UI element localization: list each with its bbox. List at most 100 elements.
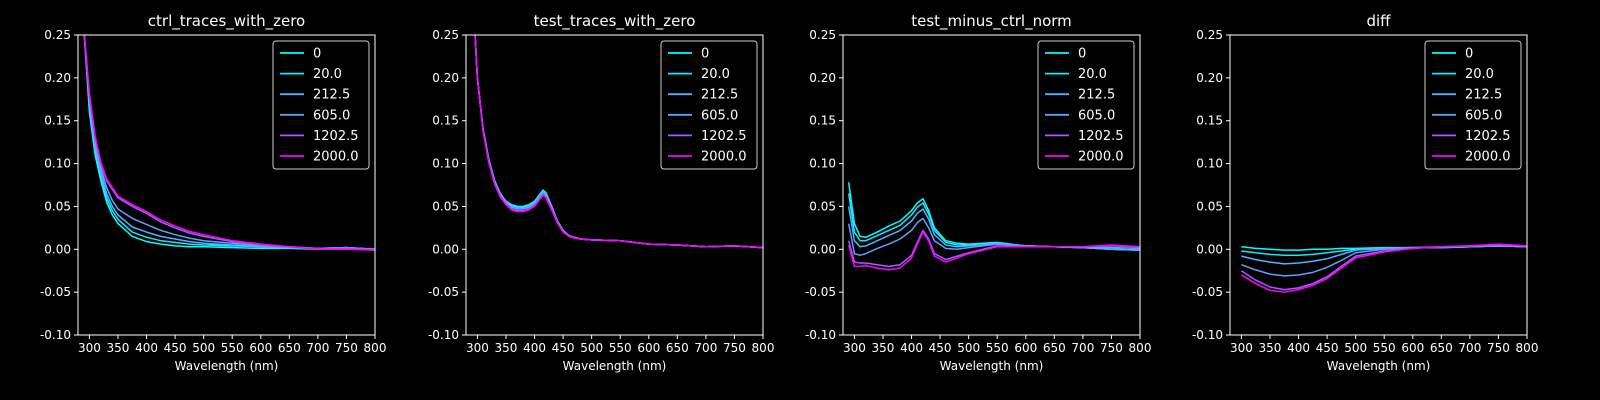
x-tick-label: 600 (249, 341, 272, 355)
chart-title: ctrl_traces_with_zero (148, 12, 305, 31)
legend-entry: 20.0 (701, 67, 730, 82)
y-tick-label: -0.10 (1192, 328, 1223, 342)
chart-title: test_traces_with_zero (534, 12, 696, 31)
x-tick-label: 700 (694, 341, 717, 355)
series-line-2000-0 (847, 231, 1140, 271)
x-tick-label: 650 (666, 341, 689, 355)
legend-entry: 0 (313, 47, 321, 62)
legend-entry: 2000.0 (1078, 150, 1124, 165)
legend-entry: 2000.0 (313, 150, 359, 165)
x-tick-label: 750 (723, 341, 746, 355)
y-tick-label: 0.05 (1196, 199, 1223, 213)
legend-entry: 1202.5 (1078, 129, 1124, 144)
series-line-2000-0 (1241, 243, 1527, 293)
y-tick-label: -0.05 (805, 285, 836, 299)
series-group (1240, 243, 1527, 293)
legend-entry: 605.0 (701, 108, 738, 123)
y-tick-label: 0.20 (44, 71, 71, 85)
x-tick-label: 500 (1344, 341, 1367, 355)
x-tick-label: 450 (929, 341, 952, 355)
y-tick-label: 0.00 (809, 242, 836, 256)
chart-panel-3: test_minus_ctrl_norm 300 350 400 450 500 550 60… (805, 12, 1152, 373)
y-tick-label: 0.25 (809, 28, 836, 42)
y-tick-label: 0.15 (1196, 114, 1223, 128)
legend-entry: 20.0 (1078, 67, 1107, 82)
chart-panel-2: test_traces_with_zero 300 350 400 450 500 550 6… (428, 12, 775, 373)
x-tick-label: 550 (221, 341, 244, 355)
x-tick-label: 350 (107, 341, 130, 355)
y-tick-label: 0.20 (809, 71, 836, 85)
y-tick-label: 0.05 (44, 199, 71, 213)
x-tick-label: 450 (164, 341, 187, 355)
x-tick-label: 300 (78, 341, 101, 355)
x-tick-label: 550 (609, 341, 632, 355)
legend: 0 20.0 212.5 605.0 1202.5 2000.0 (1037, 40, 1135, 170)
legend-entry: 212.5 (701, 88, 738, 103)
legend-entry: 212.5 (1078, 88, 1115, 103)
x-tick-label: 650 (1043, 341, 1066, 355)
legend-entry: 1202.5 (313, 129, 359, 144)
legend-entry: 1202.5 (701, 129, 747, 144)
x-tick-label: 400 (523, 341, 546, 355)
y-tick-label: 0.10 (432, 157, 459, 171)
y-tick-label: -0.10 (40, 328, 71, 342)
y-tick-label: -0.05 (428, 285, 459, 299)
y-tick-label: 0.20 (432, 71, 459, 85)
y-tick-label: 0.25 (44, 28, 71, 42)
series-group (847, 182, 1140, 271)
series-group (83, 35, 375, 251)
legend-entry: 20.0 (1465, 67, 1494, 82)
x-tick-label: 750 (1487, 341, 1510, 355)
x-tick-label: 350 (495, 341, 518, 355)
y-tick-label: 0.05 (432, 199, 459, 213)
x-tick-label: 450 (552, 341, 575, 355)
legend: 0 20.0 212.5 605.0 1202.5 2000.0 (272, 40, 370, 170)
y-tick-label: -0.10 (805, 328, 836, 342)
y-tick-label: 0.15 (432, 114, 459, 128)
y-tick-label: -0.05 (1192, 285, 1223, 299)
x-tick-label: 500 (192, 341, 215, 355)
x-tick-label: 700 (1458, 341, 1481, 355)
legend-entry: 0 (701, 47, 709, 62)
x-tick-label: 350 (1259, 341, 1282, 355)
legend-entry: 0 (1465, 47, 1473, 62)
y-tick-label: 0.15 (44, 114, 71, 128)
x-tick-label: 350 (872, 341, 895, 355)
legend-entry: 20.0 (313, 67, 342, 82)
x-tick-label: 550 (1373, 341, 1396, 355)
series-line-605-0 (83, 35, 375, 251)
y-tick-label: -0.05 (40, 285, 71, 299)
legend-entry: 2000.0 (701, 150, 747, 165)
y-tick-label: 0.00 (432, 242, 459, 256)
chart-panel-1: ctrl_traces_with_zero 300 350 400 450 500 550 6… (40, 12, 387, 373)
x-tick-label: 650 (278, 341, 301, 355)
chart-panel-4: diff 300 350 400 450 500 550 600 650 700 750 800 -0.… (1192, 12, 1539, 373)
x-tick-label: 800 (364, 341, 387, 355)
x-tick-label: 750 (1100, 341, 1123, 355)
x-tick-label: 800 (1516, 341, 1539, 355)
legend: 0 20.0 212.5 605.0 1202.5 2000.0 (1424, 40, 1522, 170)
legend-entry: 212.5 (313, 88, 350, 103)
x-tick-label: 600 (637, 341, 660, 355)
chart-title: test_minus_ctrl_norm (911, 12, 1072, 31)
x-tick-label: 750 (335, 341, 358, 355)
series-group (474, 35, 763, 249)
x-tick-label: 450 (1316, 341, 1339, 355)
y-tick-label: 0.25 (1196, 28, 1223, 42)
y-tick-label: 0.05 (809, 199, 836, 213)
legend-entry: 605.0 (1078, 108, 1115, 123)
x-axis-label: Wavelength (nm) (563, 359, 667, 373)
legend-entry: 2000.0 (1465, 150, 1511, 165)
plot-frame (1229, 34, 1528, 336)
x-tick-label: 700 (306, 341, 329, 355)
chart-title: diff (1366, 12, 1391, 30)
legend-entry: 605.0 (313, 108, 350, 123)
x-tick-label: 700 (1071, 341, 1094, 355)
plot-frame (842, 34, 1141, 336)
x-tick-label: 800 (752, 341, 775, 355)
y-tick-label: -0.10 (428, 328, 459, 342)
x-tick-label: 800 (1129, 341, 1152, 355)
x-tick-label: 500 (957, 341, 980, 355)
series-line-2000-0 (474, 35, 763, 249)
x-axis-label: Wavelength (nm) (175, 359, 279, 373)
